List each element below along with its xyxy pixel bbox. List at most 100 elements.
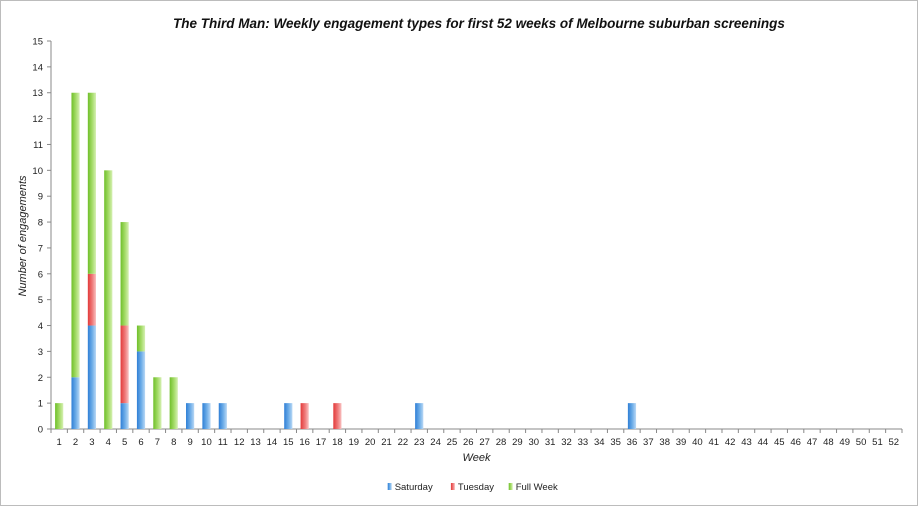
x-tick-label: 1 [57, 437, 62, 448]
x-tick-label: 3 [89, 437, 94, 448]
y-tick-label: 1 [38, 399, 43, 410]
x-tick-label: 14 [267, 437, 278, 448]
bar-full-week [136, 325, 146, 352]
bar-saturday [87, 325, 97, 429]
y-tick-label: 14 [32, 62, 43, 73]
x-tick-label: 7 [155, 437, 160, 448]
x-tick-label: 48 [823, 437, 834, 448]
bar-full-week [120, 222, 129, 326]
x-tick-label: 26 [463, 437, 474, 448]
bar-saturday [202, 403, 211, 429]
x-tick-label: 40 [692, 437, 703, 448]
bar-saturday [218, 403, 227, 429]
bar-full-week [104, 170, 113, 430]
x-tick-label: 28 [496, 437, 507, 448]
bar-saturday [284, 403, 293, 429]
x-tick-label: 30 [528, 437, 539, 448]
x-tick-label: 23 [414, 437, 425, 448]
legend-label: Tuesday [458, 482, 494, 493]
x-tick-label: 37 [643, 437, 654, 448]
y-tick-label: 0 [38, 425, 43, 436]
x-tick-label: 9 [187, 437, 192, 448]
bar-full-week [55, 403, 64, 429]
y-tick-label: 13 [32, 88, 43, 99]
x-tick-label: 24 [430, 437, 441, 448]
x-tick-label: 35 [610, 437, 621, 448]
x-tick-label: 38 [659, 437, 670, 448]
x-tick-label: 12 [234, 437, 245, 448]
legend-swatch [450, 483, 455, 490]
x-axis: 1 2 3 4 5 6 7 8 9 10 11 12 13 14 15 16 17 18 19 20 21 22 23 24 2… [50, 428, 903, 448]
x-tick-label: 27 [479, 437, 490, 448]
bar-full-week [169, 377, 178, 429]
x-tick-label: 43 [741, 437, 752, 448]
bar-full-week [153, 377, 162, 429]
x-tick-label: 5 [122, 437, 127, 448]
x-tick-label: 29 [512, 437, 523, 448]
x-tick-label: 13 [250, 437, 261, 448]
y-tick-label: 9 [38, 192, 43, 203]
bar-full-week [87, 92, 97, 274]
legend: Saturday Tuesday Full Week [387, 482, 558, 493]
x-tick-label: 41 [709, 437, 720, 448]
x-tick-label: 51 [872, 437, 883, 448]
x-tick-label: 42 [725, 437, 736, 448]
y-tick-label: 7 [38, 243, 43, 254]
y-tick-label: 6 [38, 269, 43, 280]
x-tick-label: 39 [676, 437, 687, 448]
x-tick-label: 18 [332, 437, 343, 448]
y-tick-label: 8 [38, 218, 43, 229]
x-tick-label: 19 [348, 437, 359, 448]
x-tick-label: 45 [774, 437, 785, 448]
x-tick-label: 17 [316, 437, 327, 448]
y-tick-label: 2 [38, 373, 43, 384]
y-tick-label: 3 [38, 347, 43, 358]
chart-title: The Third Man: Weekly engagement types f… [173, 16, 785, 31]
bar-full-week [71, 92, 80, 378]
bar-saturday [186, 403, 195, 429]
x-tick-label: 6 [138, 437, 143, 448]
bar-saturday [627, 403, 637, 429]
x-tick-label: 16 [299, 437, 310, 448]
x-tick-label: 4 [106, 437, 111, 448]
bar-tuesday [87, 273, 97, 326]
y-tick-label: 12 [32, 114, 43, 125]
x-tick-label: 21 [381, 437, 392, 448]
x-tick-label: 25 [447, 437, 458, 448]
y-tick-label: 11 [33, 140, 43, 151]
x-tick-label: 8 [171, 437, 176, 448]
x-tick-label: 10 [201, 437, 212, 448]
legend-swatch [387, 483, 392, 490]
x-tick-label: 49 [839, 437, 850, 448]
x-axis-title: Week [463, 452, 491, 464]
bar-saturday [120, 403, 129, 429]
x-tick-label: 52 [889, 437, 900, 448]
x-tick-label: 47 [807, 437, 818, 448]
x-tick-label: 44 [758, 437, 769, 448]
legend-swatch [508, 483, 513, 490]
x-tick-label: 50 [856, 437, 867, 448]
x-tick-label: 46 [790, 437, 801, 448]
bars [55, 92, 637, 430]
y-tick-label: 4 [38, 321, 43, 332]
x-tick-label: 36 [627, 437, 638, 448]
y-tick-label: 10 [32, 166, 43, 177]
x-tick-label: 20 [365, 437, 376, 448]
x-tick-label: 32 [561, 437, 572, 448]
x-tick-label: 2 [73, 437, 78, 448]
bar-tuesday [120, 325, 129, 404]
bar-saturday [71, 377, 80, 429]
bar-saturday [415, 403, 424, 429]
legend-label: Full Week [516, 482, 558, 493]
x-tick-label: 22 [398, 437, 409, 448]
legend-label: Saturday [395, 482, 433, 493]
x-tick-label: 34 [594, 437, 605, 448]
y-axis-title: Number of engagements [17, 175, 29, 297]
y-tick-label: 15 [32, 37, 43, 48]
x-tick-label: 31 [545, 437, 556, 448]
bar-tuesday [300, 403, 309, 429]
x-tick-label: 33 [578, 437, 589, 448]
x-tick-label: 15 [283, 437, 294, 448]
